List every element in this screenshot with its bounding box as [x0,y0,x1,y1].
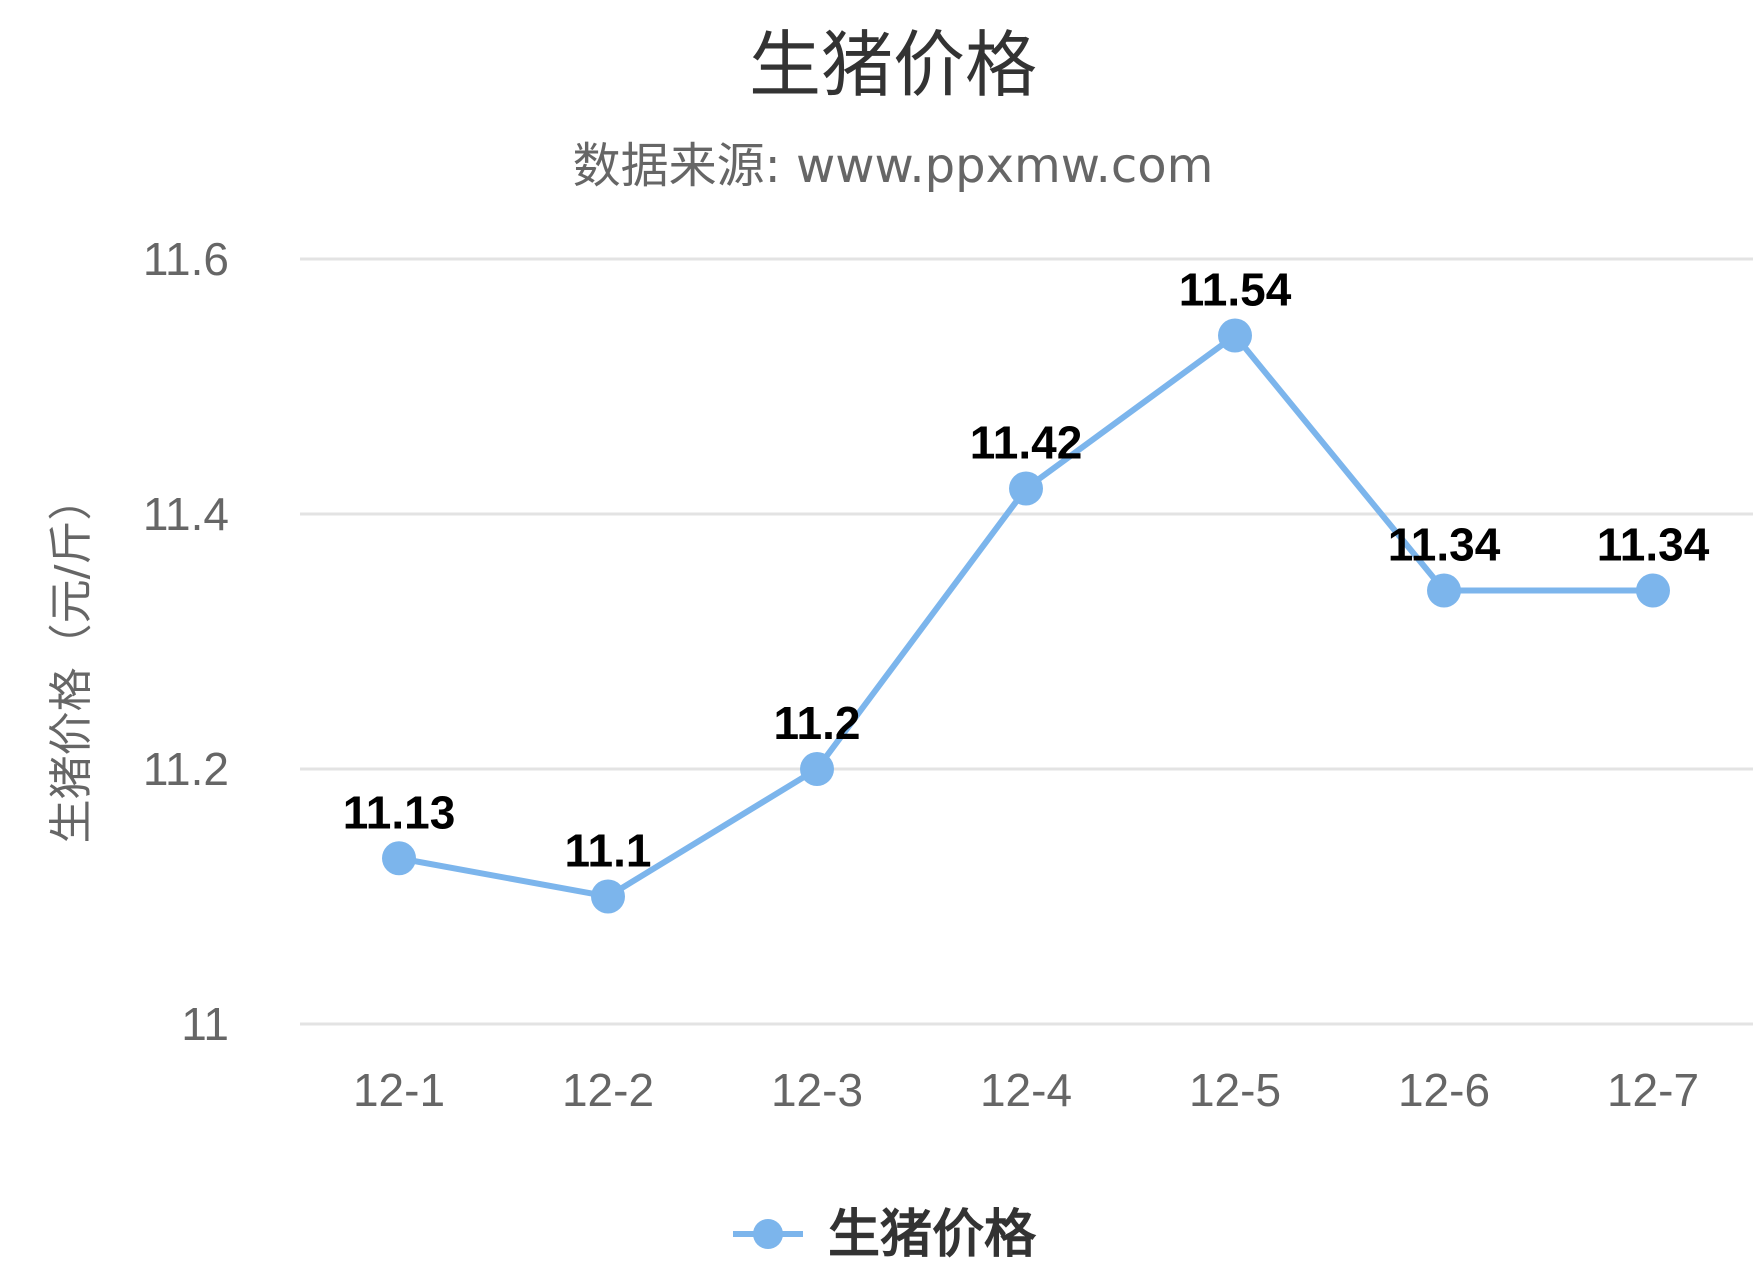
legend-label: 生猪价格 [828,1205,1037,1265]
x-tick-label: 12-2 [562,1064,654,1116]
data-label: 11.2 [774,697,861,749]
chart-title: 生猪价格 [749,23,1037,107]
legend-marker-icon [753,1219,783,1249]
x-tick-label: 12-7 [1607,1064,1699,1116]
data-point[interactable] [1218,318,1252,353]
x-tick-label: 12-4 [980,1064,1072,1116]
data-label: 11.34 [1597,519,1710,571]
chart-subtitle: 数据来源: www.ppxmw.com [573,138,1214,194]
data-label: 11.13 [343,786,456,838]
data-point[interactable] [1009,471,1043,506]
data-point[interactable] [591,879,625,914]
x-tick-label: 12-1 [353,1064,445,1116]
data-label: 11.54 [1179,264,1292,316]
x-tick-label: 12-3 [771,1064,863,1116]
legend[interactable]: 生猪价格 [733,1205,1037,1265]
data-point[interactable] [800,752,834,786]
data-point[interactable] [1636,573,1670,608]
y-tick-label: 11.6 [143,233,229,285]
y-tick-label: 11 [181,998,229,1050]
data-label: 11.42 [970,417,1083,469]
y-tick-label: 11.2 [143,743,229,795]
x-tick-label: 12-5 [1189,1064,1281,1116]
data-point[interactable] [382,841,416,876]
data-point[interactable] [1427,573,1461,608]
y-axis-label: 生猪价格（元/斤） [46,477,97,844]
y-tick-label: 11.4 [143,488,229,540]
data-label: 11.34 [1388,519,1501,571]
x-tick-label: 12-6 [1398,1064,1490,1116]
data-label: 11.1 [565,825,652,877]
